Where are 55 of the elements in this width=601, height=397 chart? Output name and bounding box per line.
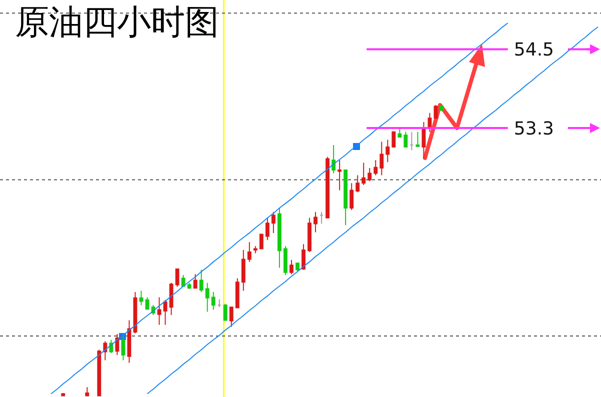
candlestick	[277, 208, 282, 268]
y-tick-label: 54.5	[514, 40, 554, 61]
chart-title: 原油四小时图	[15, 2, 220, 43]
candlestick	[163, 299, 168, 326]
candlestick	[127, 320, 132, 364]
candlestick	[416, 131, 420, 148]
candlestick	[290, 259, 294, 275]
candlestick	[103, 340, 108, 361]
candlestick	[302, 244, 306, 270]
candlestick	[211, 292, 216, 310]
candlestick	[374, 160, 378, 176]
candlestick	[284, 246, 288, 276]
candlestick	[296, 262, 300, 272]
candlestick	[175, 268, 180, 288]
candlestick	[314, 211, 318, 233]
candlestick	[61, 392, 66, 396]
candlestick	[380, 141, 384, 176]
candlestick	[422, 122, 426, 159]
candlestick	[235, 278, 240, 308]
candlestick	[344, 169, 348, 226]
candlestick	[338, 160, 342, 191]
candlestick	[320, 211, 324, 224]
candlestick	[241, 250, 246, 292]
candlestick	[193, 274, 198, 289]
candlestick	[157, 296, 162, 326]
candlestick	[169, 282, 174, 316]
candlestick	[332, 144, 336, 174]
candlestick	[205, 282, 210, 312]
candlestick	[85, 386, 90, 396]
candlestick	[265, 217, 270, 241]
candlestick	[97, 349, 102, 396]
candlestick	[229, 306, 234, 328]
candlestick	[428, 112, 432, 132]
candlestick	[139, 290, 144, 306]
candlestick	[259, 234, 264, 250]
candlestick	[187, 282, 192, 290]
candlestick	[404, 131, 408, 148]
candlestick	[326, 156, 330, 218]
candlestick	[410, 131, 414, 151]
y-tick-label: 53.3	[514, 118, 554, 140]
candlestick	[308, 217, 312, 252]
candlestick	[199, 269, 204, 293]
candlestick	[247, 242, 252, 262]
candlestick	[181, 274, 186, 287]
candlestick	[217, 298, 222, 308]
candlestick	[398, 127, 402, 138]
candlestick	[350, 182, 354, 210]
candlestick	[392, 131, 396, 148]
candlestick	[386, 139, 390, 163]
candlestick	[115, 334, 120, 356]
candlestick	[356, 174, 360, 193]
candlestick	[362, 162, 366, 186]
candlestick	[253, 246, 258, 254]
candlestick	[271, 211, 276, 234]
candlestick	[368, 167, 372, 182]
